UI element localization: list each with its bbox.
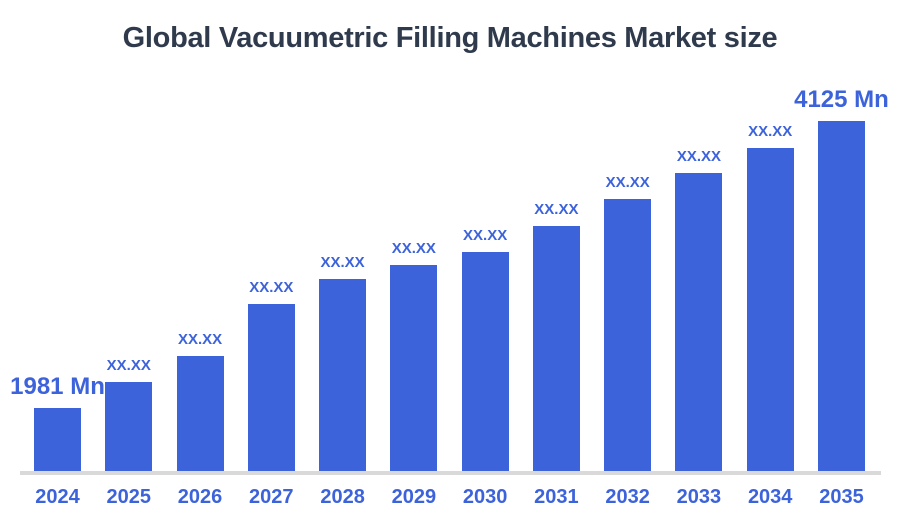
x-axis-tick-2025: 2025 (106, 486, 152, 508)
x-axis-tick-2028: 2028 (320, 486, 365, 508)
bar-2025 (105, 382, 153, 471)
bar-value-label-2033: XX.XX (676, 148, 722, 165)
x-axis-tick-2027: 2027 (249, 486, 294, 508)
bar-value-label-2027: XX.XX (249, 279, 294, 296)
bar-2030 (461, 252, 509, 471)
x-axis-tick-2033: 2033 (676, 486, 722, 508)
bar-value-label-2026: XX.XX (177, 331, 223, 348)
x-axis-tick-2030: 2030 (462, 486, 508, 508)
bar-2035 (817, 121, 865, 471)
bar-2031 (532, 226, 580, 471)
bar-2024 (34, 408, 81, 471)
bar-value-label-2024: 1981 Mn (10, 373, 105, 400)
chart-title: Global Vacuumetric Filling Machines Mark… (122, 22, 778, 54)
x-axis-tick-2029: 2029 (391, 486, 437, 508)
bar-2027 (247, 304, 295, 471)
x-axis-tick-2034: 2034 (747, 486, 793, 508)
x-axis-tick-2024: 2024 (35, 486, 80, 508)
bar-2028 (319, 279, 367, 471)
bar-value-label-2035: 4125 Mn (794, 86, 889, 113)
bar-value-label-2032: XX.XX (605, 174, 650, 191)
bar-2032 (604, 199, 652, 471)
x-axis-line (20, 471, 881, 475)
bar-2034 (746, 148, 794, 471)
bar-value-label-2031: XX.XX (534, 201, 579, 218)
bar-value-label-2029: XX.XX (391, 240, 436, 257)
bar-2033 (675, 173, 723, 471)
bar-value-label-2030: XX.XX (463, 227, 508, 244)
x-axis-tick-2031: 2031 (534, 486, 579, 508)
bar-value-label-2028: XX.XX (320, 254, 365, 271)
x-axis-tick-2026: 2026 (177, 486, 223, 508)
bar-2029 (390, 265, 438, 471)
bar-2026 (176, 356, 224, 471)
bar-value-label-2034: XX.XX (748, 123, 793, 140)
x-axis-tick-2035: 2035 (819, 486, 864, 508)
bar-value-label-2025: XX.XX (106, 357, 151, 374)
x-axis-tick-2032: 2032 (605, 486, 650, 508)
